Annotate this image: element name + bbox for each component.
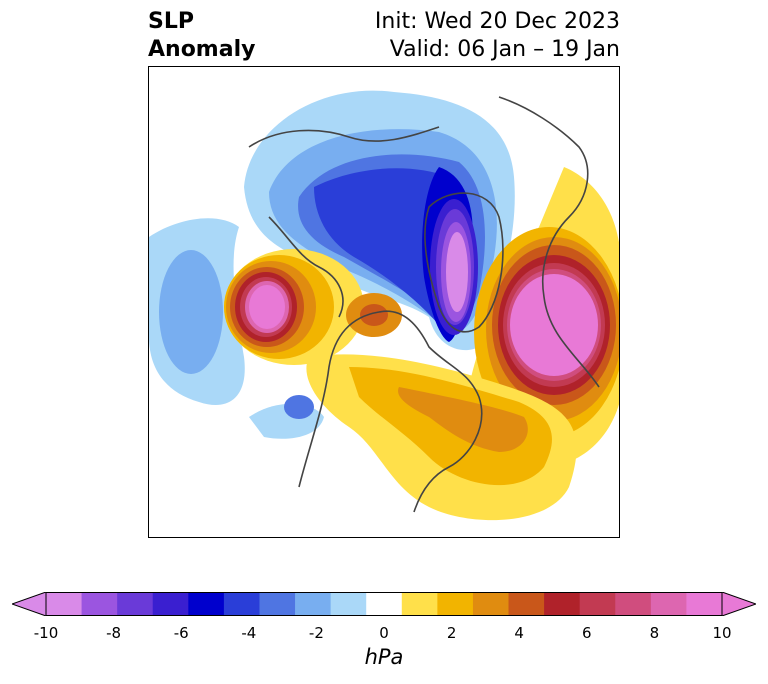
colorbar-tick-label: -2	[308, 624, 324, 642]
valid-range: Valid: 06 Jan – 19 Jan	[389, 37, 620, 62]
colorbar-tick-label: 0	[379, 624, 389, 642]
alaska-high	[224, 249, 402, 365]
chart-title-right: Init: Wed 20 Dec 2023 Valid: 06 Jan – 19…	[375, 8, 620, 64]
colorbar-label: hPa	[364, 645, 404, 669]
colorbar	[12, 592, 756, 616]
colorbar-segment	[330, 592, 367, 616]
colorbar-segment	[579, 592, 616, 616]
slp-anomaly-map	[148, 66, 620, 538]
colorbar-tick-label: 4	[514, 624, 524, 642]
colorbar-segment	[188, 592, 225, 616]
map-canvas	[149, 90, 619, 521]
colorbar-frame	[45, 592, 723, 616]
colorbar-segment	[259, 592, 296, 616]
colorbar-segment	[152, 592, 189, 616]
colorbar-segment	[508, 592, 545, 616]
chart-title-left: SLP Anomaly	[148, 8, 255, 64]
colorbar-tick-label: 8	[649, 624, 660, 642]
colorbar-segment	[46, 592, 83, 616]
init-date: Init: Wed 20 Dec 2023	[374, 9, 620, 34]
colorbar-segment	[117, 592, 154, 616]
title-variable: SLP	[148, 9, 194, 34]
coastlines	[248, 96, 600, 513]
north-pacific-low	[149, 218, 324, 439]
arctic-low	[244, 90, 515, 351]
colorbar-segment	[295, 592, 332, 616]
colorbar-tick-label: -6	[173, 624, 189, 642]
colorbar-tick-label: -10	[33, 624, 59, 642]
colorbar-segment	[437, 592, 474, 616]
colorbar-tick-label: -4	[241, 624, 257, 642]
colorbar-segment	[615, 592, 652, 616]
colorbar-segment	[472, 592, 510, 616]
colorbar-tick-label: 10	[712, 624, 732, 642]
colorbar-segment	[401, 592, 438, 616]
colorbar-segment	[366, 592, 403, 616]
colorbar-segment	[686, 592, 723, 616]
colorbar-tick-label: -8	[106, 624, 122, 642]
colorbar-segment	[544, 592, 581, 616]
colorbar-segment	[81, 592, 118, 616]
colorbar-under-arrow	[12, 592, 47, 616]
title-anomaly: Anomaly	[148, 37, 256, 62]
atlantic-high	[306, 354, 577, 521]
colorbar-segment	[650, 592, 687, 616]
colorbar-tick-label: 6	[582, 624, 592, 642]
colorbar-segment	[223, 592, 260, 616]
colorbar-over-arrow	[721, 592, 756, 616]
colorbar-tick-label: 2	[446, 624, 457, 642]
